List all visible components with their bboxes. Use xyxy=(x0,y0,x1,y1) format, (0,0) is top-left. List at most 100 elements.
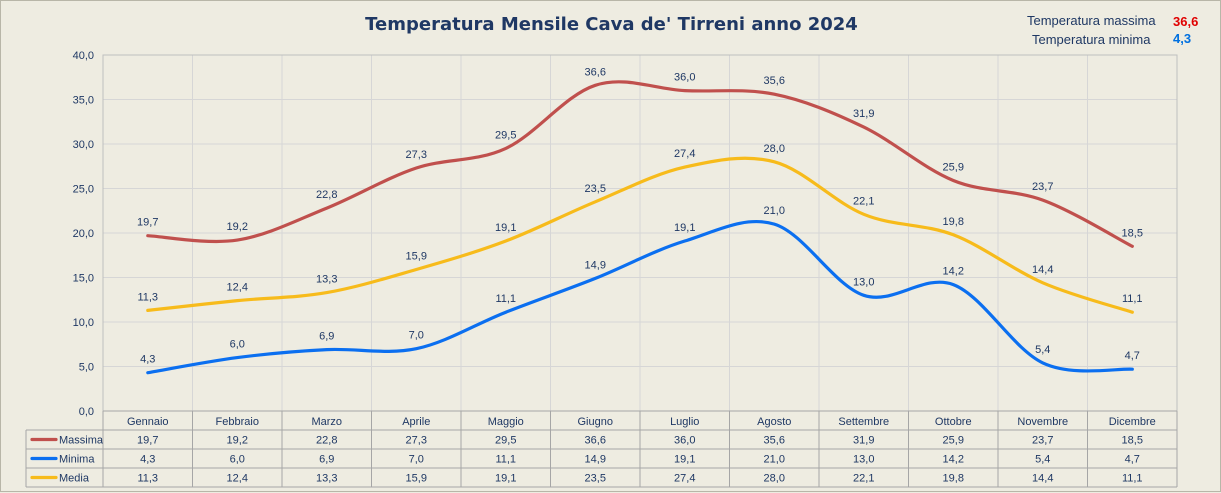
data-label-massima: 27,3 xyxy=(406,149,427,161)
x-tick-label: Giugno xyxy=(578,416,613,428)
data-label-media: 14,4 xyxy=(1032,264,1053,276)
table-cell-minima: 5,4 xyxy=(1035,454,1050,466)
y-tick-label: 0,0 xyxy=(79,406,94,418)
table-cell-media: 15,9 xyxy=(406,473,427,485)
table-cell-media: 13,3 xyxy=(316,473,337,485)
data-label-media: 12,4 xyxy=(227,282,248,294)
x-tick-label: Settembre xyxy=(838,416,889,428)
table-cell-minima: 14,2 xyxy=(943,454,964,466)
table-cell-massima: 19,2 xyxy=(227,435,248,447)
data-label-massima: 23,7 xyxy=(1032,181,1053,193)
y-tick-label: 10,0 xyxy=(73,317,94,329)
data-label-media: 28,0 xyxy=(764,143,785,155)
y-tick-label: 15,0 xyxy=(73,273,94,285)
table-cell-media: 14,4 xyxy=(1032,473,1053,485)
table-cell-massima: 19,7 xyxy=(137,435,158,447)
y-tick-label: 40,0 xyxy=(73,50,94,62)
data-label-massima: 22,8 xyxy=(316,189,337,201)
table-cell-minima: 13,0 xyxy=(853,454,874,466)
data-label-massima: 18,5 xyxy=(1122,227,1143,239)
data-label-media: 13,3 xyxy=(316,274,337,286)
data-label-media: 22,1 xyxy=(853,195,874,207)
max-temp-label: Temperatura massima xyxy=(1027,13,1156,28)
data-label-media: 27,4 xyxy=(674,148,695,160)
data-label-media: 19,8 xyxy=(943,216,964,228)
data-label-massima: 25,9 xyxy=(943,161,964,173)
table-cell-massima: 27,3 xyxy=(406,435,427,447)
y-tick-label: 20,0 xyxy=(73,228,94,240)
table-cell-media: 11,1 xyxy=(1122,473,1143,485)
data-label-massima: 19,2 xyxy=(227,221,248,233)
data-label-minima: 14,9 xyxy=(585,259,606,271)
data-label-minima: 21,0 xyxy=(764,205,785,217)
x-tick-label: Marzo xyxy=(311,416,342,428)
data-label-minima: 5,4 xyxy=(1035,344,1050,356)
data-label-minima: 7,0 xyxy=(409,330,424,342)
table-cell-massima: 25,9 xyxy=(943,435,964,447)
y-tick-label: 25,0 xyxy=(73,184,94,196)
data-label-minima: 14,2 xyxy=(943,266,964,278)
data-label-massima: 36,0 xyxy=(674,72,695,84)
min-temp-label: Temperatura minima xyxy=(1032,32,1151,47)
x-tick-label: Gennaio xyxy=(127,416,169,428)
x-tick-label: Ottobre xyxy=(935,416,972,428)
max-temp-value: 36,6 xyxy=(1173,14,1199,29)
table-cell-media: 19,8 xyxy=(943,473,964,485)
y-tick-label: 5,0 xyxy=(79,362,94,374)
x-tick-label: Agosto xyxy=(757,416,791,428)
table-cell-minima: 6,9 xyxy=(319,454,334,466)
table-cell-minima: 4,7 xyxy=(1125,454,1140,466)
series-line-minima xyxy=(146,219,1134,375)
y-tick-label: 35,0 xyxy=(73,95,94,107)
y-tick-label: 30,0 xyxy=(73,139,94,151)
min-temp-value: 4,3 xyxy=(1173,31,1192,46)
table-cell-media: 27,4 xyxy=(674,473,695,485)
table-cell-media: 19,1 xyxy=(495,473,516,485)
table-cell-media: 22,1 xyxy=(853,473,874,485)
legend-label-minima: Minima xyxy=(59,454,95,466)
x-tick-label: Luglio xyxy=(670,416,699,428)
chart-title: Temperatura Mensile Cava de' Tirreni ann… xyxy=(365,14,858,35)
table-cell-minima: 14,9 xyxy=(585,454,606,466)
table-cell-media: 28,0 xyxy=(764,473,785,485)
legend-label-massima: Massima xyxy=(59,435,104,447)
data-label-minima: 19,1 xyxy=(674,222,695,234)
legend-label-media: Media xyxy=(59,473,90,485)
table-cell-massima: 31,9 xyxy=(853,435,874,447)
table-cell-massima: 18,5 xyxy=(1122,435,1143,447)
x-tick-label: Aprile xyxy=(402,416,430,428)
data-label-massima: 35,6 xyxy=(764,75,785,87)
table-cell-massima: 23,7 xyxy=(1032,435,1053,447)
data-label-massima: 29,5 xyxy=(495,129,516,141)
table-cell-massima: 22,8 xyxy=(316,435,337,447)
data-label-minima: 4,3 xyxy=(140,354,155,366)
data-label-massima: 36,6 xyxy=(585,66,606,78)
data-label-media: 11,1 xyxy=(1122,293,1143,305)
series-line-media xyxy=(146,156,1134,314)
table-cell-massima: 36,6 xyxy=(585,435,606,447)
table-cell-minima: 19,1 xyxy=(674,454,695,466)
table-cell-massima: 29,5 xyxy=(495,435,516,447)
table-cell-minima: 21,0 xyxy=(764,454,785,466)
series-line-massima xyxy=(146,80,1134,248)
data-label-minima: 4,7 xyxy=(1125,350,1140,362)
table-cell-minima: 7,0 xyxy=(409,454,424,466)
data-label-media: 11,3 xyxy=(137,291,158,303)
data-label-massima: 31,9 xyxy=(853,108,874,120)
table-cell-minima: 11,1 xyxy=(495,454,516,466)
x-tick-label: Febbraio xyxy=(216,416,259,428)
table-cell-massima: 36,0 xyxy=(674,435,695,447)
data-label-minima: 11,1 xyxy=(495,293,516,305)
data-label-minima: 13,0 xyxy=(853,276,874,288)
data-label-media: 23,5 xyxy=(585,183,606,195)
data-label-minima: 6,0 xyxy=(230,339,245,351)
x-tick-label: Maggio xyxy=(488,416,524,428)
table-cell-media: 11,3 xyxy=(137,473,158,485)
data-label-minima: 6,9 xyxy=(319,331,334,343)
table-cell-minima: 6,0 xyxy=(230,454,245,466)
data-label-media: 15,9 xyxy=(406,250,427,262)
data-label-massima: 19,7 xyxy=(137,217,158,229)
x-tick-label: Dicembre xyxy=(1109,416,1156,428)
